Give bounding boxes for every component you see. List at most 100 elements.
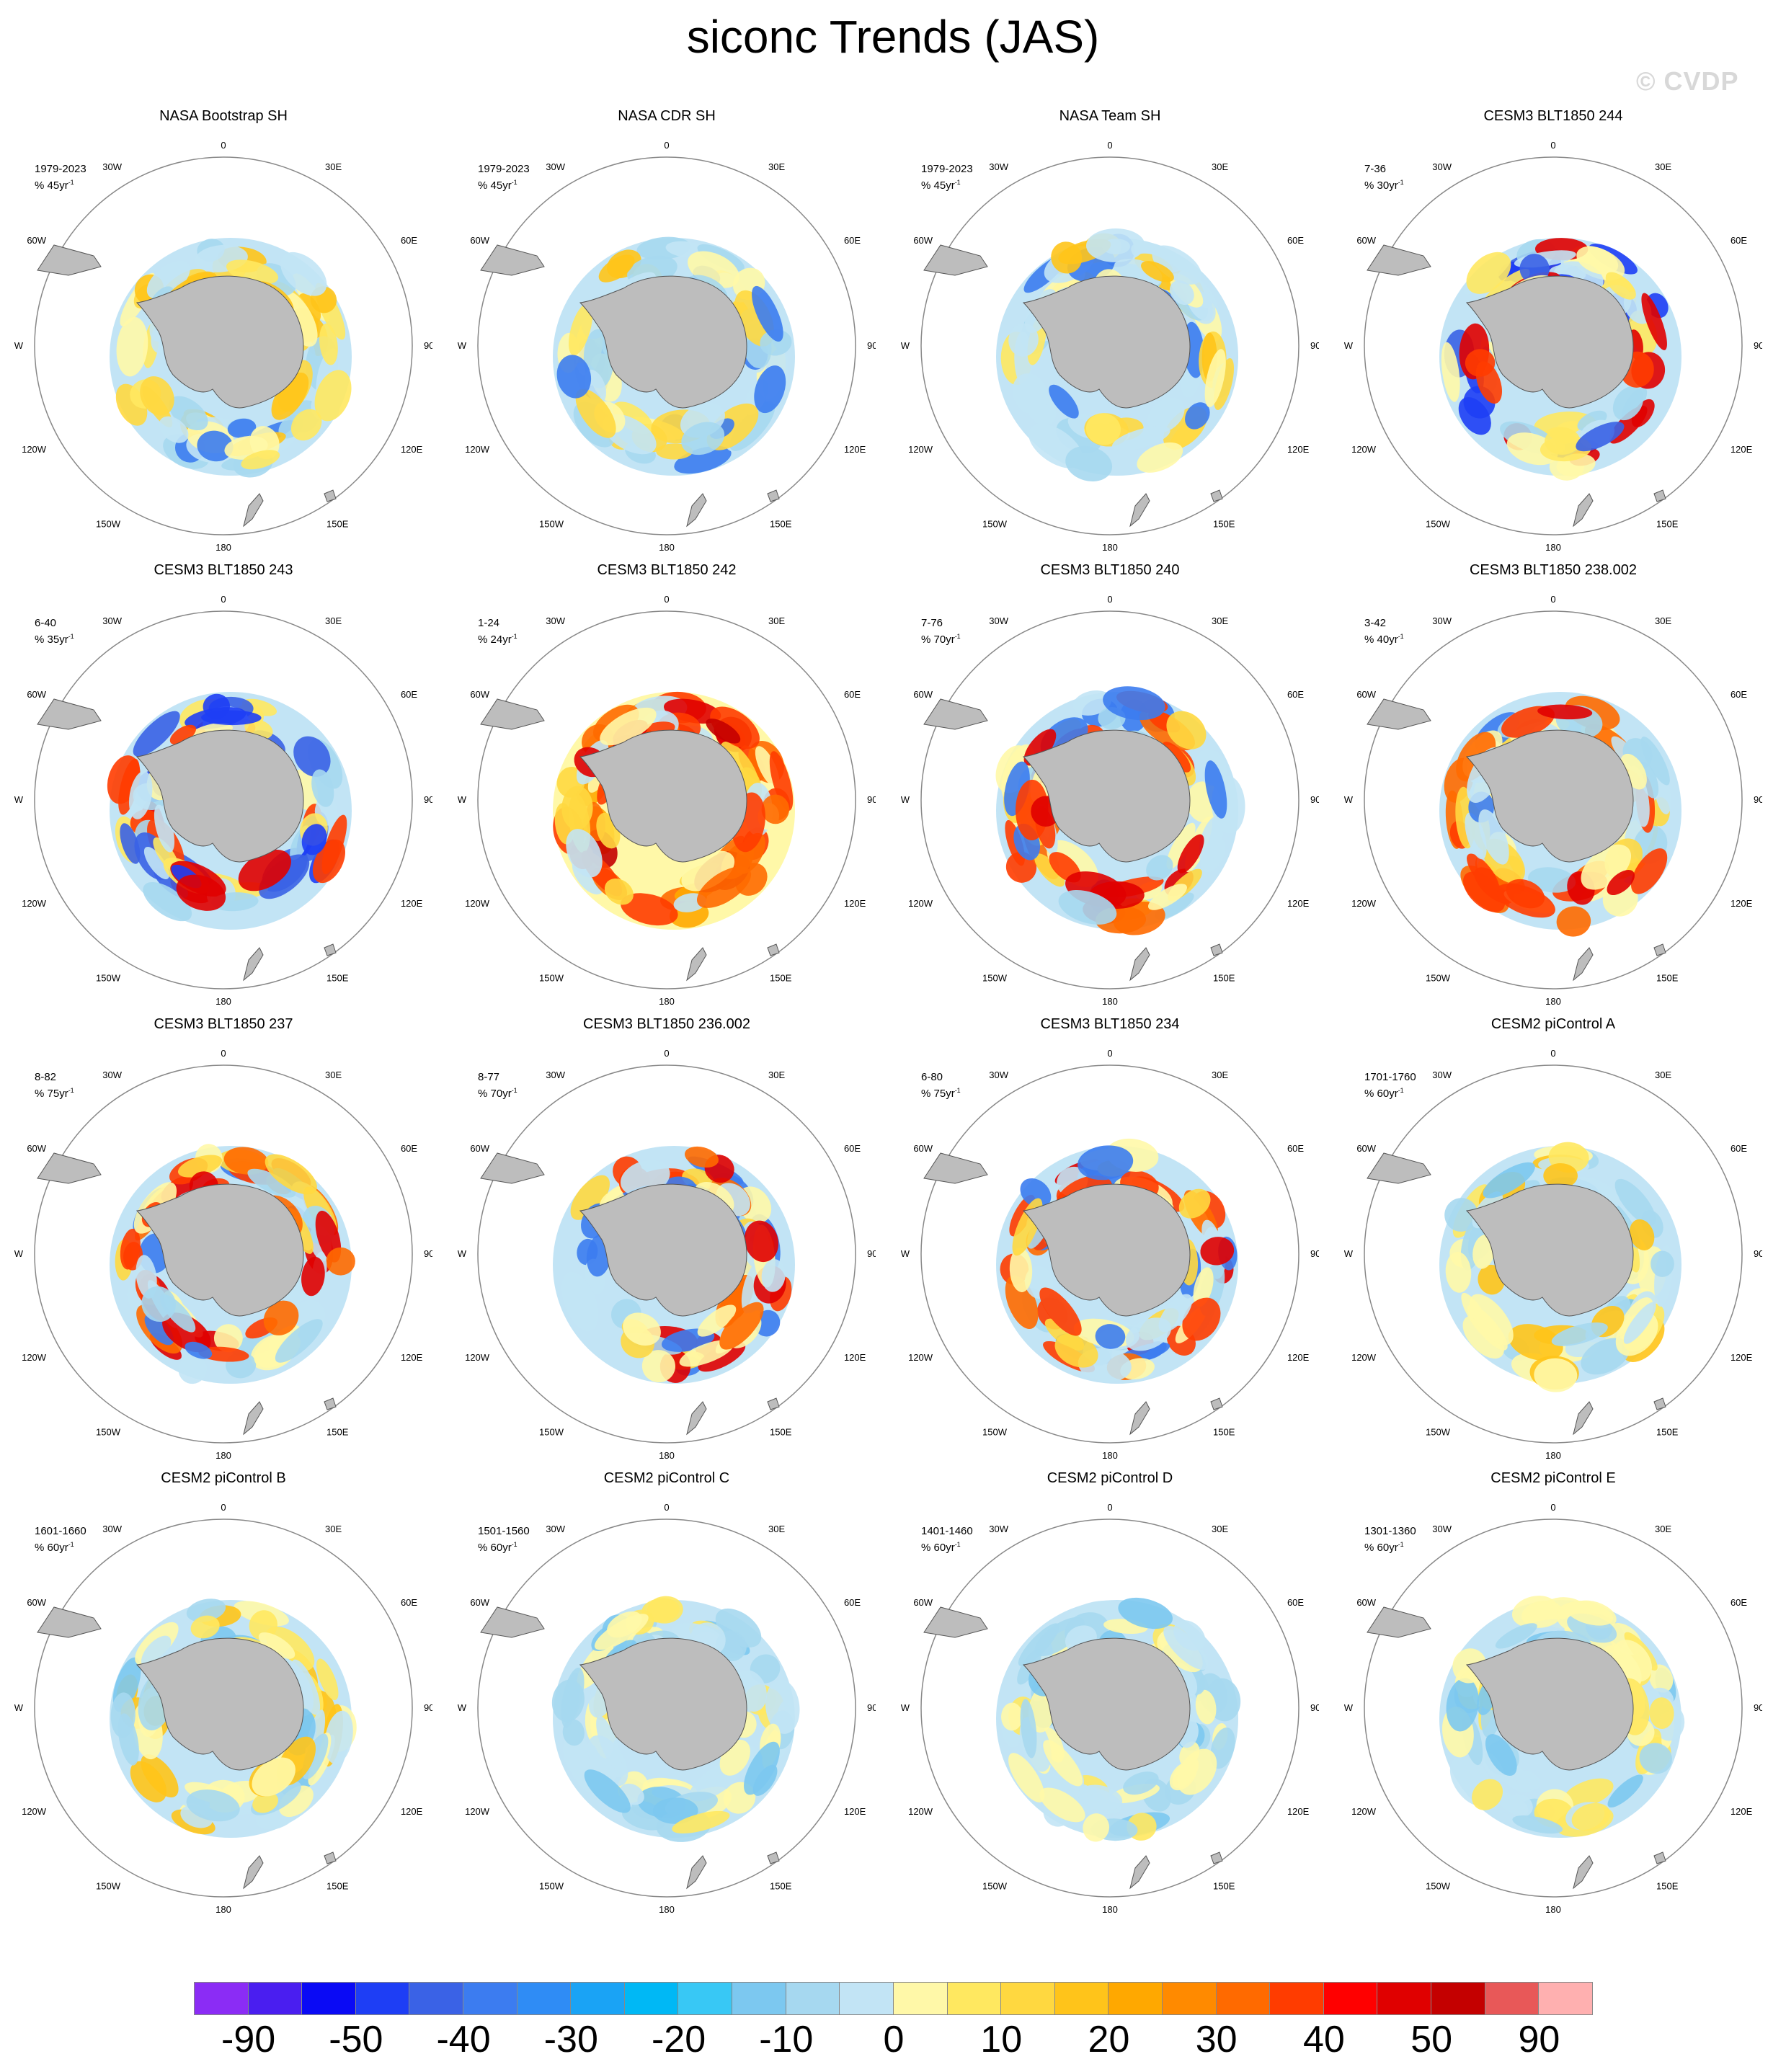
longitude-label: 180 bbox=[216, 542, 231, 553]
longitude-label: 120E bbox=[1287, 1352, 1310, 1363]
longitude-label: 90W bbox=[458, 1702, 467, 1713]
units-label: % 60yr-1 bbox=[1364, 1541, 1404, 1554]
panel-period: 1979-2023 % 45yr-1 bbox=[478, 163, 530, 192]
longitude-label: 0 bbox=[1550, 1048, 1555, 1059]
longitude-label: 120E bbox=[844, 1806, 866, 1817]
tasmania-landmass bbox=[1653, 1397, 1666, 1410]
longitude-label: 150W bbox=[96, 1881, 121, 1892]
longitude-label: 180 bbox=[659, 1904, 675, 1915]
period-label: 1979-2023 bbox=[921, 163, 973, 175]
colorbar-swatch bbox=[409, 1982, 464, 2015]
longitude-label: 30E bbox=[1655, 161, 1671, 172]
antarctica-landmass bbox=[1022, 729, 1191, 863]
longitude-label: 150E bbox=[326, 973, 349, 984]
longitude-label: 120W bbox=[908, 444, 933, 455]
longitude-label: 90E bbox=[867, 794, 876, 805]
longitude-label: 90E bbox=[1754, 794, 1762, 805]
panel-title: NASA Bootstrap SH bbox=[159, 108, 288, 124]
longitude-label: 60E bbox=[1731, 689, 1747, 700]
colorbar-tick-label: 10 bbox=[980, 2019, 1023, 2060]
south-america-landmass bbox=[923, 244, 988, 276]
longitude-label: 90E bbox=[1754, 1702, 1762, 1713]
panel-title: CESM3 BLT1850 238.002 bbox=[1469, 562, 1637, 578]
tasmania-landmass bbox=[1653, 943, 1666, 956]
antarctica-landmass bbox=[135, 1637, 304, 1771]
map-panel: NASA Team SH 1979-2023 % 45yr-1 0 30E 60E 90E 1… bbox=[901, 108, 1319, 555]
units-label: % 45yr-1 bbox=[921, 179, 961, 192]
colorbar-labels: -90 -50 -40 -30 -20 -10 0 10 20 30 40 50 90 bbox=[195, 2018, 1593, 2068]
period-label: 1401-1460 bbox=[921, 1525, 973, 1537]
longitude-label: 60E bbox=[1731, 1597, 1747, 1608]
longitude-label: 0 bbox=[1550, 594, 1555, 605]
polar-map: 0 30E 60E 90E 120E 150E 180 30W 60W 90W 120W 150W bbox=[458, 1048, 876, 1461]
longitude-label: 60E bbox=[401, 689, 417, 700]
longitude-label: 90W bbox=[1344, 794, 1354, 805]
new-zealand-landmass bbox=[686, 1855, 707, 1890]
units-text: % 60yr bbox=[478, 1542, 512, 1554]
polar-map: 0 30E 60E 90E 120E 150E 180 30W 60W 90W 120W 150W bbox=[14, 1502, 432, 1915]
longitude-label: 120W bbox=[465, 1352, 490, 1363]
longitude-label: 30E bbox=[1212, 615, 1228, 626]
polar-map: 0 30E 60E 90E 120E 150E 180 30W 60W 90W 120W 150W bbox=[1344, 1048, 1762, 1461]
polar-map: 0 30E 60E 90E 120E 150E 180 30W 60W 90W 120W 150W bbox=[1344, 1502, 1762, 1915]
period-label: 1501-1560 bbox=[478, 1525, 530, 1537]
longitude-label: 180 bbox=[1102, 1904, 1118, 1915]
longitude-label: 90W bbox=[1344, 340, 1354, 351]
longitude-label: 30E bbox=[325, 161, 342, 172]
longitude-label: 150W bbox=[539, 519, 564, 530]
new-zealand-landmass bbox=[686, 493, 707, 528]
map-panel: CESM3 BLT1850 243 6-40 % 35yr-1 0 30E 60E 90E 1… bbox=[14, 562, 432, 1009]
longitude-label: 90W bbox=[458, 1248, 467, 1259]
longitude-label: 90E bbox=[424, 1248, 432, 1259]
colorbar-swatch bbox=[1431, 1982, 1485, 2015]
longitude-label: 180 bbox=[1545, 1450, 1561, 1461]
period-label: 3-42 bbox=[1364, 617, 1387, 629]
tasmania-landmass bbox=[324, 1397, 337, 1410]
south-america-landmass bbox=[1367, 1152, 1431, 1184]
colorbar-tick-label: 30 bbox=[1195, 2019, 1238, 2060]
antarctica-landmass bbox=[135, 729, 304, 863]
units-text: % 60yr bbox=[35, 1542, 68, 1554]
longitude-label: 30E bbox=[768, 1524, 785, 1534]
longitude-label: 150W bbox=[1426, 973, 1451, 984]
longitude-label: 120W bbox=[22, 1806, 47, 1817]
longitude-label: 60W bbox=[913, 1597, 933, 1608]
panel-title: CESM3 BLT1850 236.002 bbox=[582, 1016, 750, 1032]
longitude-label: 90W bbox=[458, 340, 467, 351]
units-label: % 75yr-1 bbox=[921, 1087, 961, 1100]
period-label: 8-77 bbox=[478, 1071, 500, 1083]
longitude-label: 150W bbox=[539, 1427, 564, 1438]
longitude-label: 30W bbox=[102, 161, 122, 172]
south-america-landmass bbox=[480, 1152, 545, 1184]
period-label: 6-40 bbox=[35, 617, 57, 629]
longitude-label: 150E bbox=[1213, 519, 1235, 530]
longitude-label: 120E bbox=[1731, 444, 1753, 455]
longitude-label: 60W bbox=[27, 235, 46, 246]
panel-period: 1601-1660 % 60yr-1 bbox=[35, 1525, 86, 1555]
longitude-label: 30E bbox=[1212, 1070, 1228, 1080]
longitude-label: 120W bbox=[1351, 1352, 1377, 1363]
longitude-label: 180 bbox=[659, 1450, 675, 1461]
panel-title: CESM3 BLT1850 234 bbox=[1040, 1016, 1180, 1032]
polar-map: 0 30E 60E 90E 120E 150E 180 30W 60W 90W 120W 150W bbox=[901, 1048, 1319, 1461]
longitude-label: 90E bbox=[867, 1248, 876, 1259]
new-zealand-landmass bbox=[1573, 947, 1594, 982]
longitude-label: 90E bbox=[1754, 340, 1762, 351]
longitude-label: 0 bbox=[1550, 140, 1555, 151]
longitude-label: 90E bbox=[424, 794, 432, 805]
longitude-label: 120W bbox=[465, 444, 490, 455]
longitude-label: 150W bbox=[982, 519, 1008, 530]
map-panel: CESM3 BLT1850 237 8-82 % 75yr-1 0 30E 60E 90E 1… bbox=[14, 1016, 432, 1463]
panel-title: CESM2 piControl E bbox=[1490, 1470, 1616, 1486]
longitude-label: 60E bbox=[401, 1597, 417, 1608]
tasmania-landmass bbox=[767, 1397, 780, 1410]
map-panel: CESM2 piControl C 1501-1560 % 60yr-1 0 30E 60… bbox=[458, 1470, 876, 1917]
units-text: % 75yr bbox=[35, 1088, 68, 1100]
south-america-landmass bbox=[923, 698, 988, 730]
antarctica-landmass bbox=[579, 1183, 747, 1317]
new-zealand-landmass bbox=[243, 1401, 264, 1436]
antarctica-landmass bbox=[1022, 1637, 1191, 1771]
longitude-label: 120W bbox=[22, 1352, 47, 1363]
units-text: % 40yr bbox=[1364, 633, 1398, 646]
longitude-label: 120E bbox=[844, 444, 866, 455]
